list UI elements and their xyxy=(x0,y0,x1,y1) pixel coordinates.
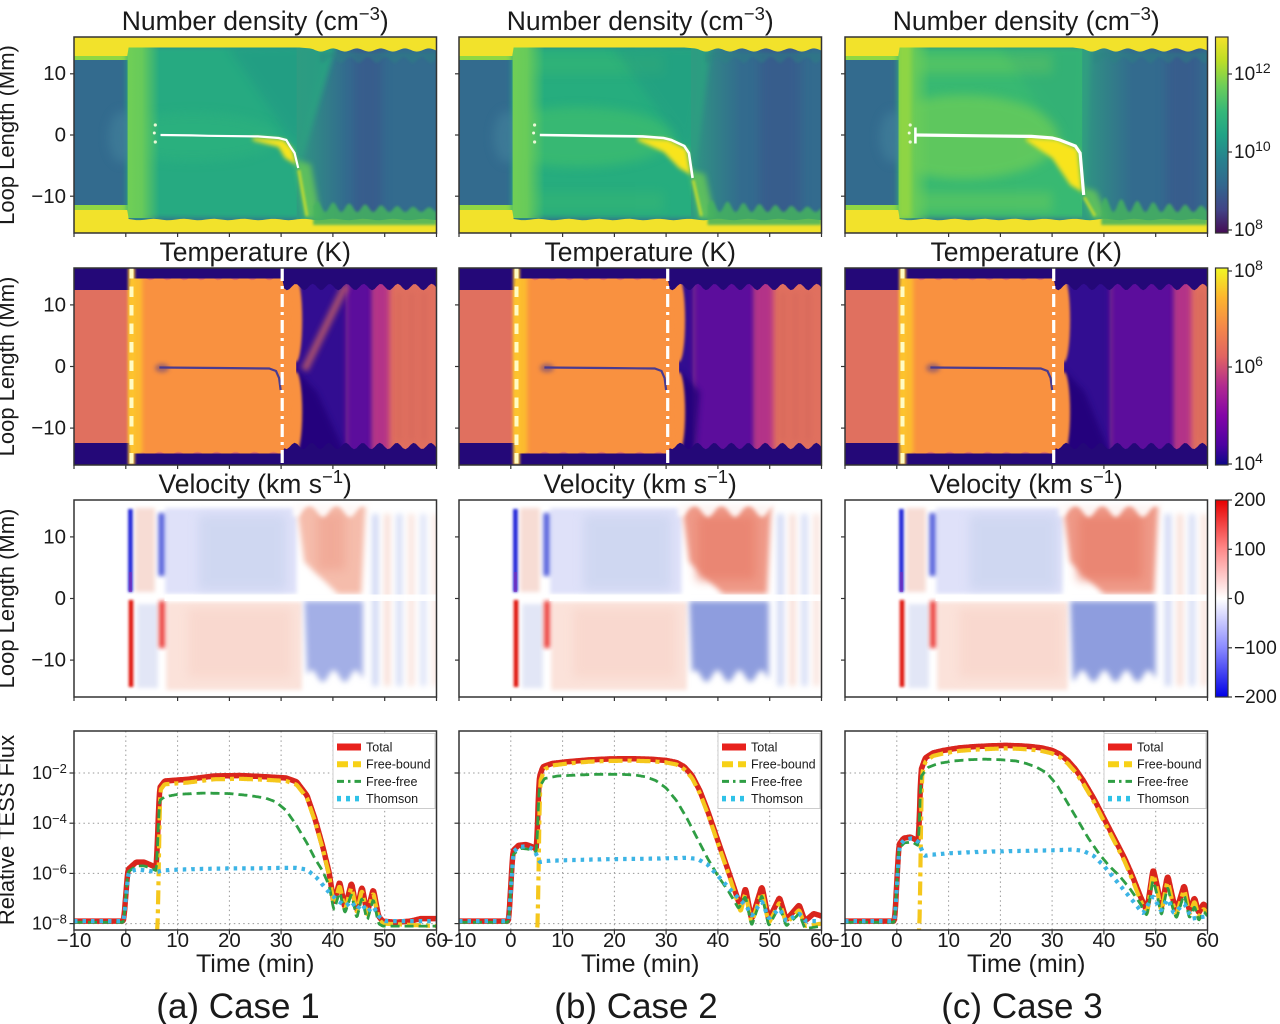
svg-text:50: 50 xyxy=(1144,929,1167,952)
svg-text:−10: −10 xyxy=(31,417,66,440)
svg-text:40: 40 xyxy=(706,929,729,952)
svg-text:Free-free: Free-free xyxy=(1137,775,1188,789)
svg-text:Free-bound: Free-bound xyxy=(366,758,431,772)
svg-text:20: 20 xyxy=(218,929,241,952)
svg-text:40: 40 xyxy=(321,929,344,952)
svg-text:200: 200 xyxy=(1234,490,1266,511)
svg-text:40: 40 xyxy=(1092,929,1115,952)
svg-text:60: 60 xyxy=(425,929,448,952)
svg-text:Temperature (K): Temperature (K) xyxy=(930,237,1121,267)
svg-text:−10: −10 xyxy=(31,185,66,208)
svg-text:Velocity (km s−1): Velocity (km s−1) xyxy=(930,466,1123,499)
svg-text:10: 10 xyxy=(43,525,66,548)
svg-text:60: 60 xyxy=(1196,929,1219,952)
svg-text:30: 30 xyxy=(270,929,293,952)
svg-text:50: 50 xyxy=(758,929,781,952)
svg-text:Temperature (K): Temperature (K) xyxy=(159,237,350,267)
svg-text:Thomson: Thomson xyxy=(1137,792,1189,806)
svg-text:0: 0 xyxy=(891,929,902,952)
svg-text:Thomson: Thomson xyxy=(366,792,418,806)
svg-text:Time (min): Time (min) xyxy=(196,950,315,978)
svg-text:20: 20 xyxy=(603,929,626,952)
svg-text:10: 10 xyxy=(937,929,960,952)
svg-text:(c) Case 3: (c) Case 3 xyxy=(941,987,1102,1024)
svg-text:Velocity (km s−1): Velocity (km s−1) xyxy=(544,466,737,499)
svg-text:Free-bound: Free-bound xyxy=(751,758,816,772)
svg-text:0: 0 xyxy=(120,929,131,952)
svg-text:Loop Length (Mm): Loop Length (Mm) xyxy=(0,509,19,689)
svg-text:Number density (cm−3): Number density (cm−3) xyxy=(893,3,1160,36)
svg-text:Temperature (K): Temperature (K) xyxy=(544,237,735,267)
svg-text:Velocity (km s−1): Velocity (km s−1) xyxy=(159,466,352,499)
svg-text:10: 10 xyxy=(43,293,66,316)
svg-text:60: 60 xyxy=(810,929,833,952)
svg-text:−100: −100 xyxy=(1234,638,1277,659)
svg-text:−10: −10 xyxy=(442,929,477,952)
svg-text:50: 50 xyxy=(373,929,396,952)
svg-text:100: 100 xyxy=(1234,539,1266,560)
svg-text:0: 0 xyxy=(55,587,66,610)
svg-text:−10: −10 xyxy=(57,929,92,952)
svg-text:Free-free: Free-free xyxy=(366,775,417,789)
svg-text:10: 10 xyxy=(551,929,574,952)
svg-text:20: 20 xyxy=(989,929,1012,952)
svg-text:1010: 1010 xyxy=(1234,138,1271,163)
svg-text:30: 30 xyxy=(1041,929,1064,952)
svg-text:0: 0 xyxy=(505,929,516,952)
svg-text:Free-bound: Free-bound xyxy=(1137,758,1202,772)
svg-text:1012: 1012 xyxy=(1234,60,1271,85)
svg-text:Free-free: Free-free xyxy=(751,775,802,789)
svg-text:Loop Length (Mm): Loop Length (Mm) xyxy=(0,45,19,225)
svg-text:0: 0 xyxy=(55,355,66,378)
svg-text:Number density (cm−3): Number density (cm−3) xyxy=(507,3,774,36)
svg-text:10: 10 xyxy=(43,62,66,85)
svg-text:Loop Length (Mm): Loop Length (Mm) xyxy=(0,277,19,457)
svg-text:10: 10 xyxy=(166,929,189,952)
svg-text:Number density (cm−3): Number density (cm−3) xyxy=(122,3,389,36)
svg-text:0: 0 xyxy=(55,124,66,147)
svg-text:Total: Total xyxy=(751,741,777,755)
svg-text:Total: Total xyxy=(1137,741,1163,755)
svg-text:Total: Total xyxy=(366,741,392,755)
svg-text:−10: −10 xyxy=(828,929,863,952)
svg-text:(a) Case 1: (a) Case 1 xyxy=(156,987,319,1024)
svg-text:Relative TESS Flux: Relative TESS Flux xyxy=(0,735,19,925)
svg-text:0: 0 xyxy=(1234,589,1245,610)
svg-text:Time (min): Time (min) xyxy=(581,950,700,978)
svg-text:Thomson: Thomson xyxy=(751,792,803,806)
svg-text:30: 30 xyxy=(655,929,678,952)
svg-text:−10: −10 xyxy=(31,649,66,672)
svg-text:(b) Case 2: (b) Case 2 xyxy=(554,987,717,1024)
svg-text:−200: −200 xyxy=(1234,687,1277,708)
svg-text:Time (min): Time (min) xyxy=(967,950,1086,978)
